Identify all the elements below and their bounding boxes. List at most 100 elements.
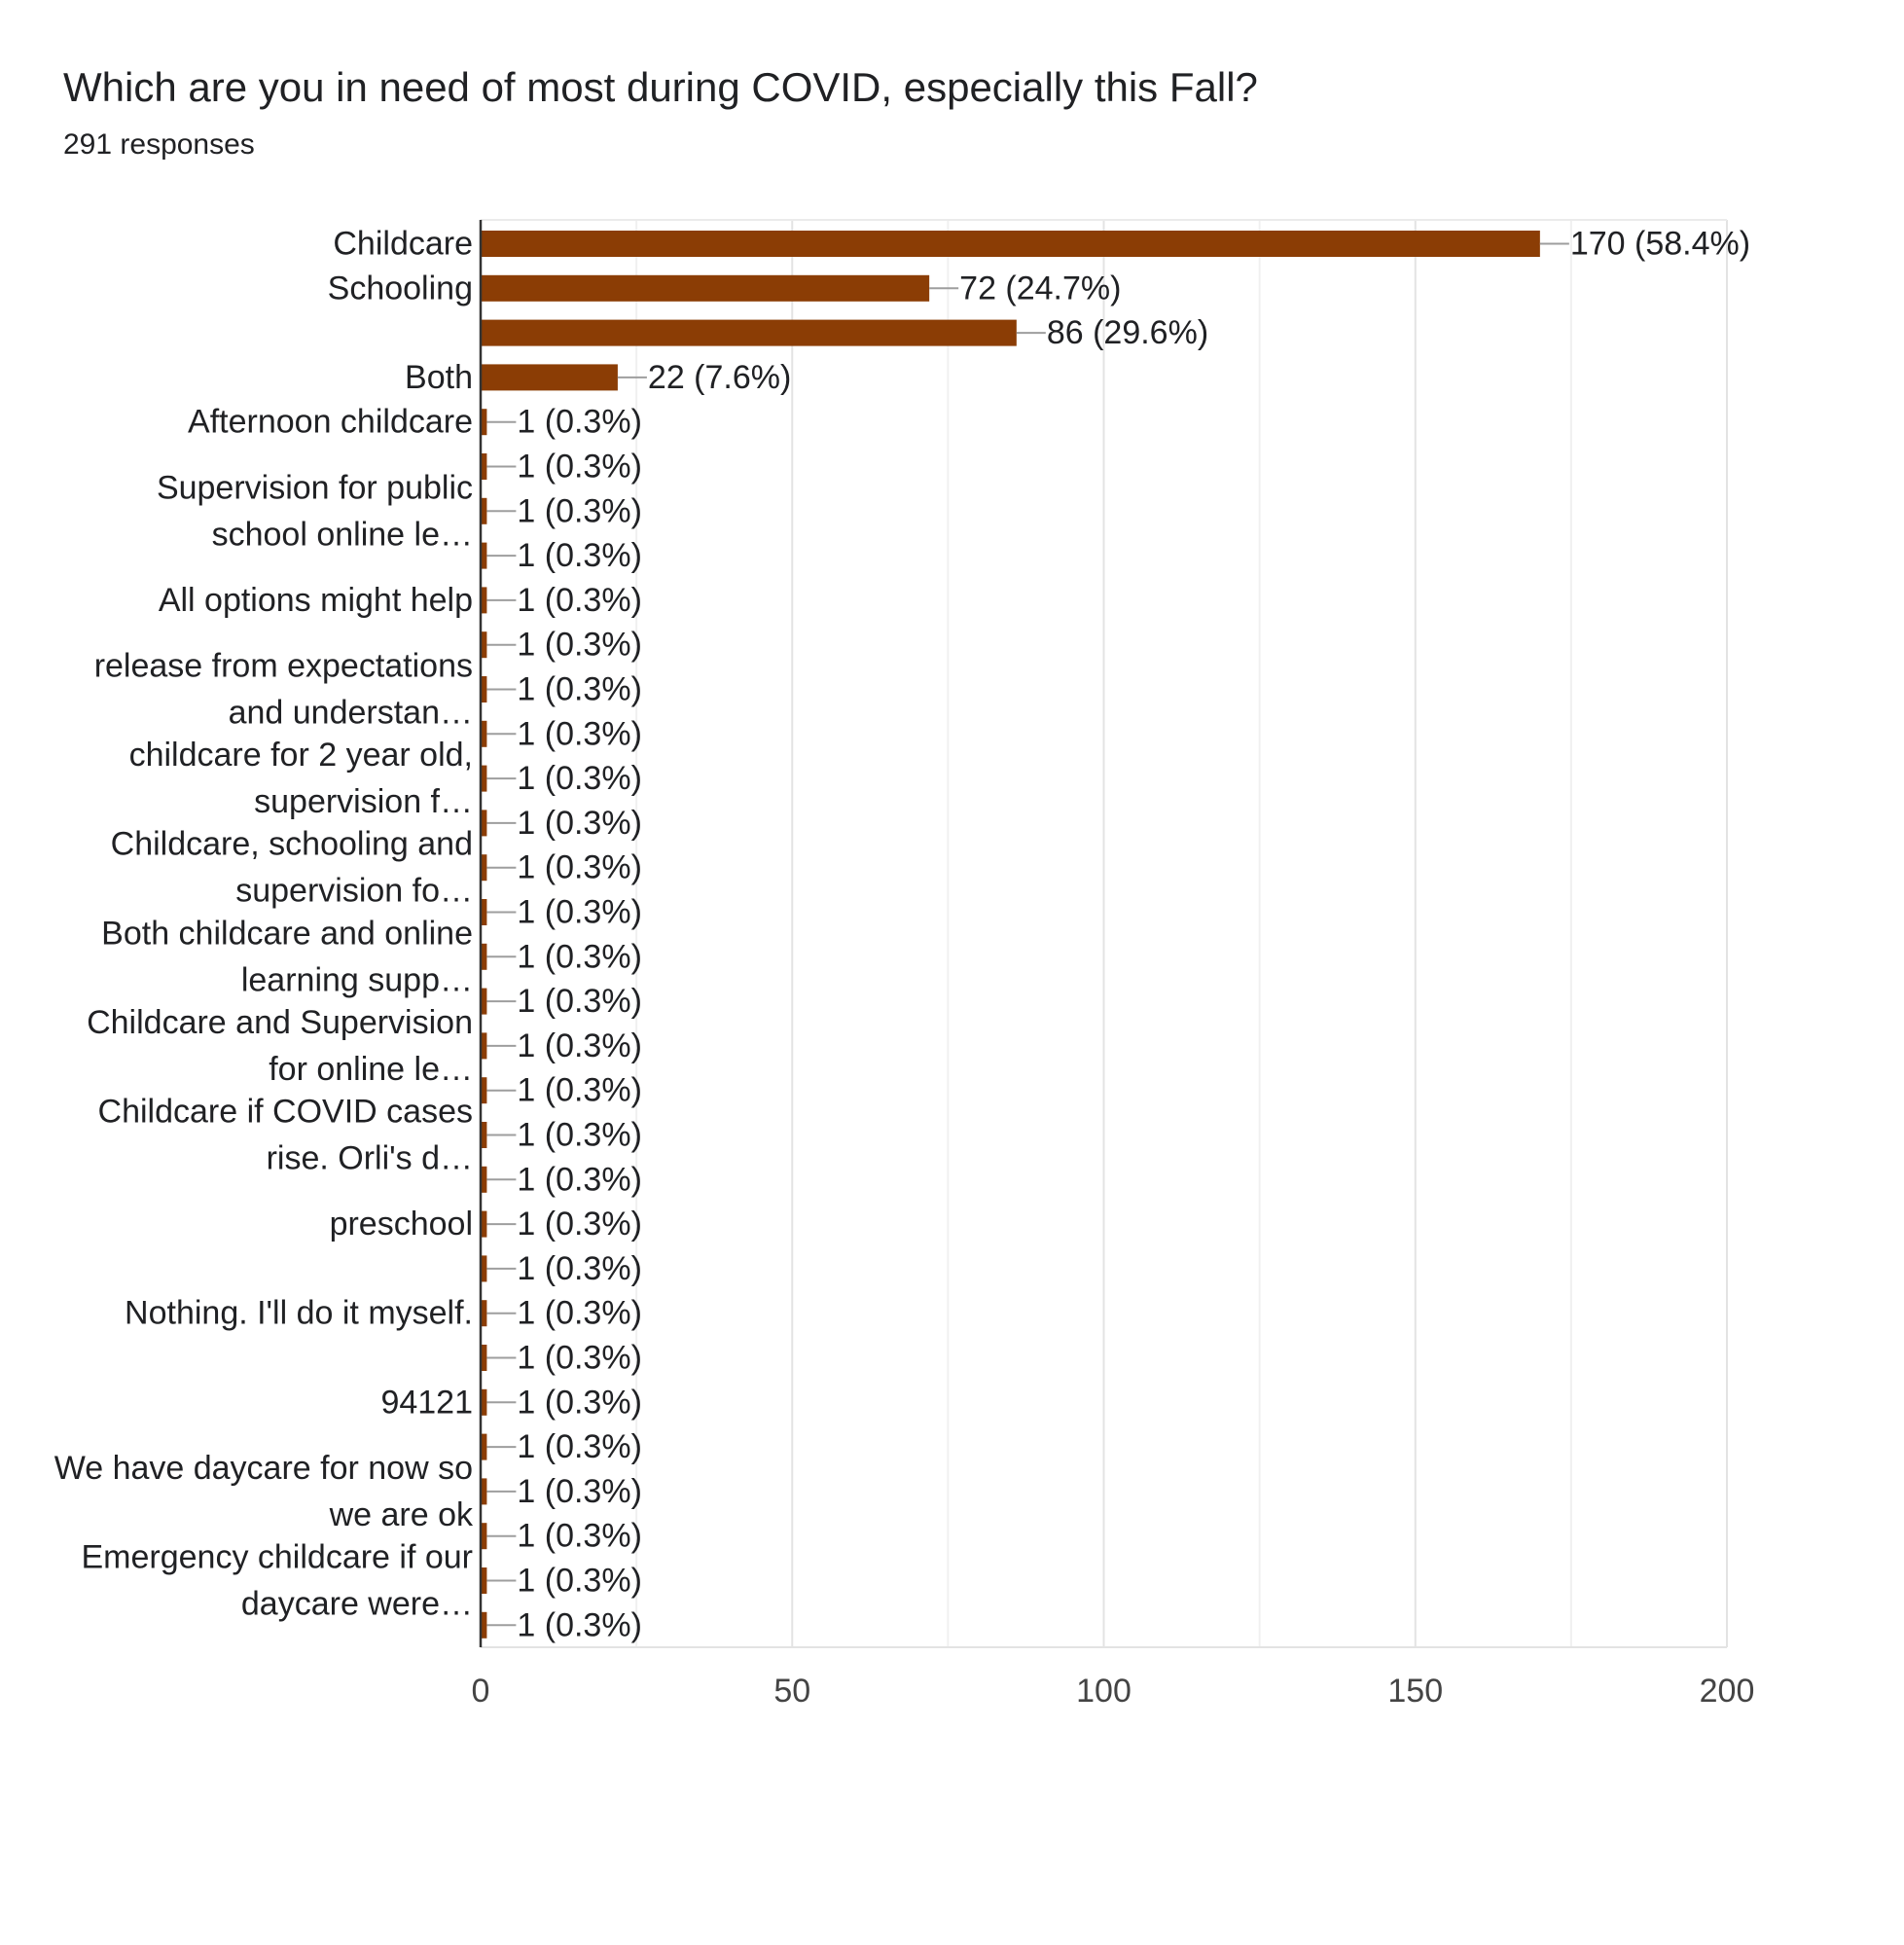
category-label: Afternoon childcare [188, 404, 473, 441]
bar [481, 854, 487, 882]
value-label: 1 (0.3%) [517, 449, 642, 486]
value-label: 1 (0.3%) [517, 1384, 642, 1421]
bar [481, 631, 487, 659]
bar [481, 1255, 487, 1282]
value-label: 22 (7.6%) [648, 359, 791, 396]
bar [481, 1032, 487, 1060]
bar [481, 1611, 487, 1639]
bar [481, 765, 487, 792]
bar [481, 1388, 487, 1416]
bar [481, 274, 930, 302]
value-label: 1 (0.3%) [517, 805, 642, 842]
response-count: 291 responses [63, 128, 255, 161]
value-label: 1 (0.3%) [517, 1117, 642, 1154]
category-label: Nothing. I'll do it myself. [125, 1295, 473, 1332]
bar [481, 542, 487, 569]
category-label: 94121 [380, 1384, 473, 1421]
x-tick-label: 100 [1076, 1673, 1132, 1710]
bar [481, 676, 487, 702]
value-label: 1 (0.3%) [517, 1473, 642, 1510]
chart-title: Which are you in need of most during COV… [63, 64, 1258, 110]
category-label: and understan… [229, 695, 473, 732]
value-label: 1 (0.3%) [517, 1295, 642, 1332]
value-label: 72 (24.7%) [959, 270, 1121, 306]
value-label: 1 (0.3%) [517, 983, 642, 1020]
value-label: 1 (0.3%) [517, 404, 642, 441]
bar [481, 1567, 487, 1594]
bar [481, 1077, 487, 1104]
category-label: All options might help [159, 582, 473, 619]
category-label: daycare were… [241, 1586, 473, 1623]
value-label: 1 (0.3%) [517, 492, 642, 529]
value-label: 1 (0.3%) [517, 1206, 642, 1243]
value-label: 1 (0.3%) [517, 627, 642, 664]
bar [481, 810, 487, 837]
bar [481, 1300, 487, 1327]
x-tick-label: 150 [1387, 1673, 1443, 1710]
bar [481, 364, 618, 391]
category-label: Schooling [328, 270, 473, 306]
value-label: 86 (29.6%) [1047, 314, 1208, 351]
bar [481, 1523, 487, 1550]
category-label: Childcare if COVID cases [98, 1094, 473, 1131]
value-label: 1 (0.3%) [517, 894, 642, 931]
bar [481, 1478, 487, 1505]
value-label: 1 (0.3%) [517, 849, 642, 886]
category-label: Childcare, schooling and [111, 826, 473, 863]
bar [481, 409, 487, 436]
value-label: 1 (0.3%) [517, 1250, 642, 1287]
category-label: Childcare and Supervision [87, 1004, 473, 1041]
value-label: 1 (0.3%) [517, 938, 642, 975]
bars [481, 231, 1540, 1639]
category-label: Both [405, 359, 473, 396]
value-label: 1 (0.3%) [517, 1606, 642, 1643]
value-label: 170 (58.4%) [1570, 226, 1750, 263]
value-label: 1 (0.3%) [517, 1428, 642, 1465]
bar [481, 943, 487, 970]
value-label: 1 (0.3%) [517, 671, 642, 708]
bar [481, 988, 487, 1015]
value-label: 1 (0.3%) [517, 760, 642, 797]
value-label: 1 (0.3%) [517, 582, 642, 619]
bar [481, 1433, 487, 1460]
value-label: 1 (0.3%) [517, 1563, 642, 1600]
category-label: supervision fo… [235, 873, 473, 910]
category-label: rise. Orli's d… [267, 1140, 473, 1177]
category-label: We have daycare for now so [54, 1450, 473, 1487]
category-label: for online le… [269, 1051, 473, 1088]
x-tick-label: 50 [773, 1673, 810, 1710]
category-label: school online le… [212, 516, 473, 553]
bar [481, 720, 487, 747]
bar [481, 1345, 487, 1371]
category-label: learning supp… [241, 961, 473, 998]
category-label: childcare for 2 year old, [129, 737, 473, 774]
value-label: 1 (0.3%) [517, 537, 642, 574]
value-label: 1 (0.3%) [517, 1027, 642, 1064]
value-label: 1 (0.3%) [517, 1518, 642, 1555]
value-label: 1 (0.3%) [517, 1161, 642, 1198]
x-tick-label: 200 [1700, 1673, 1755, 1710]
bar [481, 1166, 487, 1193]
bar [481, 899, 487, 925]
bar [481, 587, 487, 614]
bar [481, 1210, 487, 1238]
x-axis-ticks: 0 50 100 150 200 [472, 1673, 1755, 1710]
bar [481, 497, 487, 524]
category-label: release from expectations [94, 648, 473, 685]
category-label: preschool [330, 1206, 473, 1243]
bar [481, 231, 1540, 257]
x-tick-label: 0 [472, 1673, 490, 1710]
value-label: 1 (0.3%) [517, 715, 642, 752]
value-label: 1 (0.3%) [517, 1072, 642, 1109]
value-labels: 170 (58.4%) 72 (24.7%) 86 (29.6%) 22 (7.6%)… [486, 226, 1750, 1643]
bar [481, 453, 487, 480]
category-label: Both childcare and online [101, 915, 473, 952]
category-label: Supervision for public [157, 469, 473, 506]
bar [481, 319, 1017, 346]
value-label: 1 (0.3%) [517, 1340, 642, 1377]
bar [481, 1122, 487, 1148]
category-label: we are ok [329, 1496, 474, 1533]
grid-lines [481, 219, 1728, 1648]
category-label: Emergency childcare if our [81, 1539, 473, 1576]
